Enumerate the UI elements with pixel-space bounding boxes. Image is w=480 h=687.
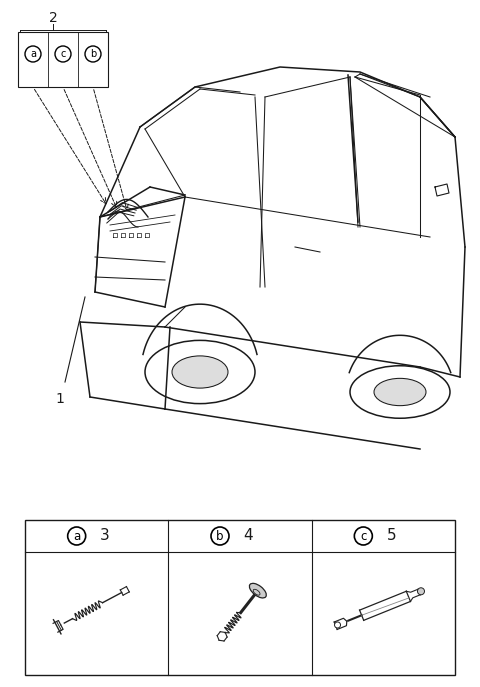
Bar bbox=[25, 520, 455, 675]
Text: b: b bbox=[216, 530, 224, 543]
Text: 1: 1 bbox=[56, 392, 64, 406]
Text: 3: 3 bbox=[100, 528, 109, 543]
Circle shape bbox=[418, 588, 424, 595]
Text: c: c bbox=[60, 49, 66, 59]
Text: a: a bbox=[73, 530, 80, 543]
Text: 5: 5 bbox=[386, 528, 396, 543]
Circle shape bbox=[335, 622, 340, 628]
Text: 2: 2 bbox=[48, 11, 58, 25]
Text: a: a bbox=[30, 49, 36, 59]
Text: c: c bbox=[360, 530, 367, 543]
Text: b: b bbox=[90, 49, 96, 59]
Ellipse shape bbox=[172, 356, 228, 388]
Ellipse shape bbox=[374, 379, 426, 405]
Text: 4: 4 bbox=[243, 528, 253, 543]
Bar bbox=[18, 32, 108, 87]
Ellipse shape bbox=[250, 583, 266, 598]
